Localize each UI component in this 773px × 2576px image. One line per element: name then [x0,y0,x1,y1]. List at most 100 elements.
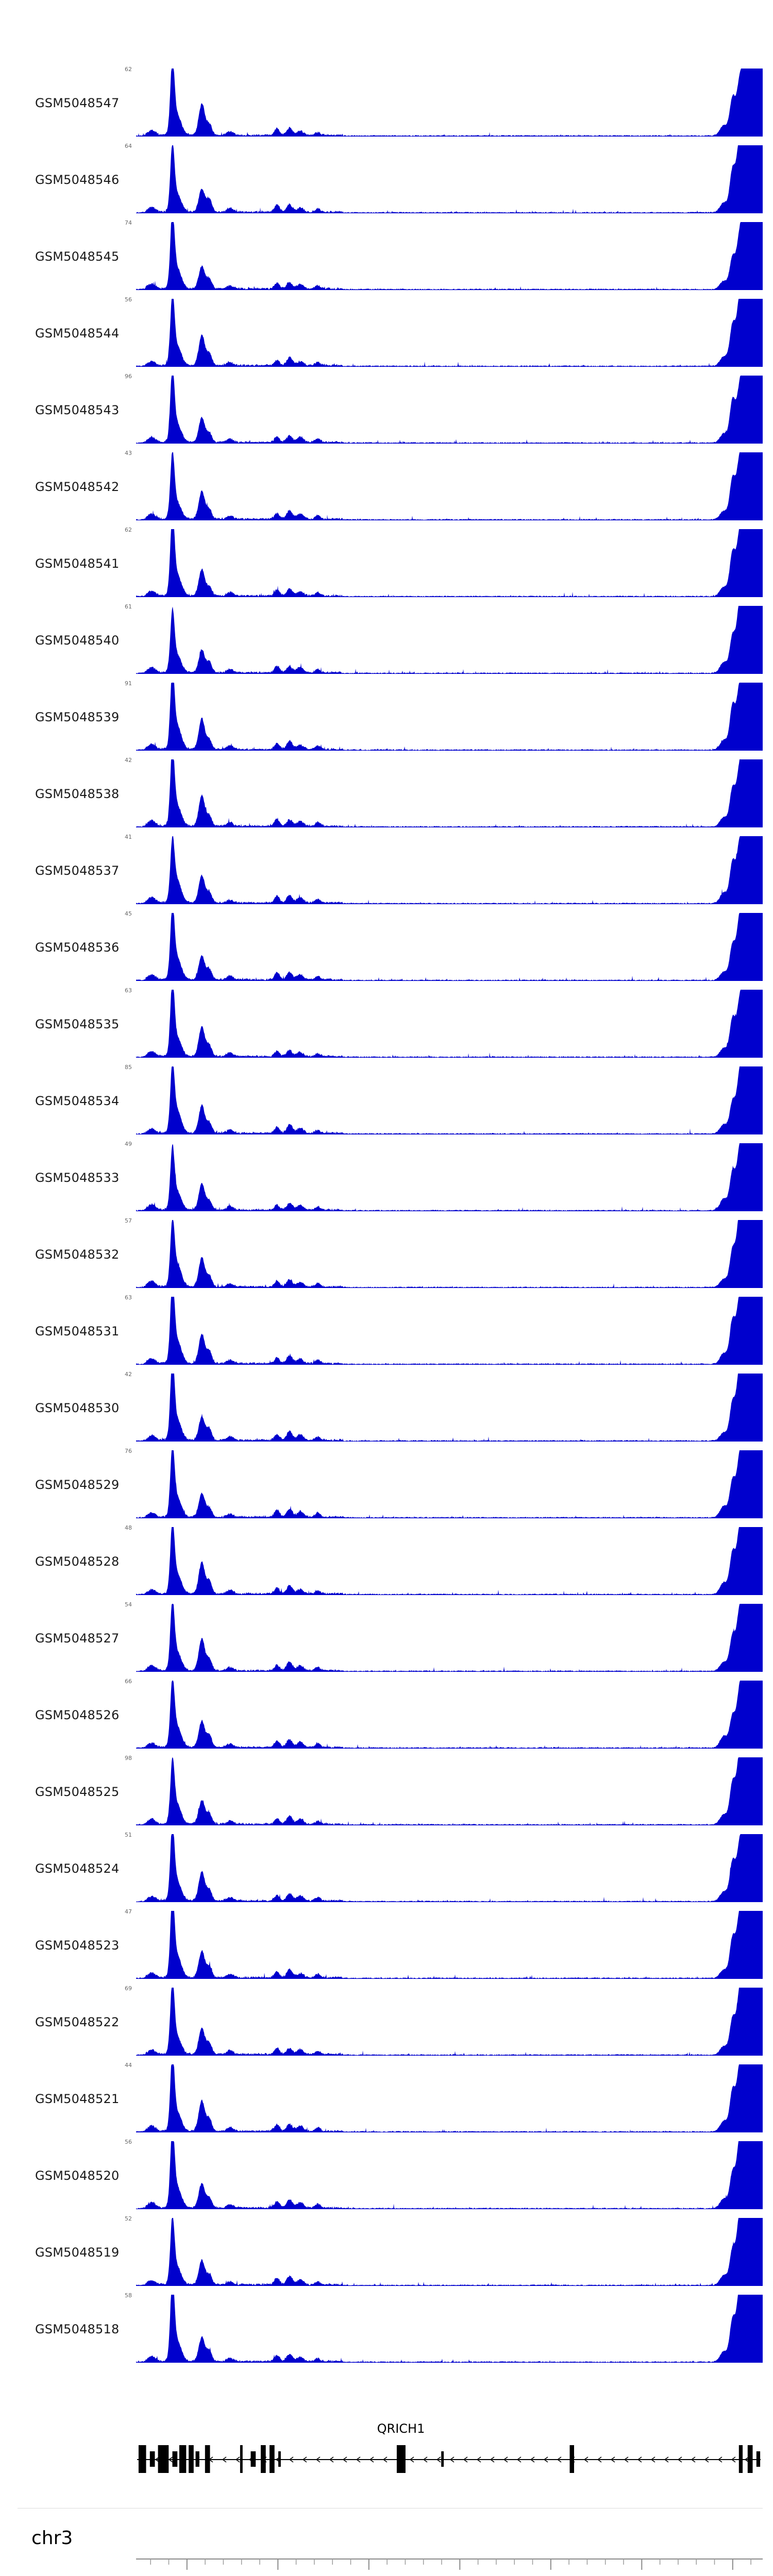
signal-area [136,836,763,904]
strand-arrow [436,2456,441,2463]
signal-area [136,1911,763,1979]
signal-area [136,222,763,290]
track-label: GSM5048533 [35,1170,120,1185]
strand-arrow [476,2456,481,2463]
signal-area [136,913,763,981]
track-label: GSM5048528 [35,1554,120,1569]
signal-plot [136,2295,763,2363]
signal-area [136,683,763,751]
track-label: GSM5048524 [35,1861,120,1876]
strand-arrow [222,2456,227,2463]
strand-arrow [329,2456,334,2463]
signal-plot [136,1450,763,1518]
signal-track-row: GSM5048522 69 [0,1984,773,2060]
track-ymax-label: 56 [125,2139,132,2145]
track-ymax-label: 63 [125,987,132,994]
exon [149,2451,155,2467]
signal-track-row: GSM5048523 47 [0,1907,773,1984]
track-label: GSM5048527 [35,1631,120,1646]
track-ymax-label: 62 [125,527,132,533]
signal-track-row: GSM5048545 74 [0,218,773,295]
track-label: GSM5048541 [35,556,120,571]
exon [569,2445,574,2473]
signal-track-row: GSM5048541 62 [0,525,773,602]
strand-arrow [423,2456,428,2463]
exon [240,2445,243,2473]
strand-arrow [557,2456,562,2463]
gene-name-label: QRICH1 [377,2421,425,2436]
strand-arrow [302,2456,307,2463]
track-ymax-label: 56 [125,296,132,303]
exon [138,2445,146,2473]
signal-area [136,452,763,520]
track-ymax-label: 47 [125,1908,132,1915]
signal-area [136,1297,763,1365]
track-ymax-label: 44 [125,2062,132,2069]
exon [179,2445,187,2473]
strand-arrow [530,2456,535,2463]
track-ymax-label: 85 [125,1064,132,1071]
signal-plot [136,1911,763,1979]
track-label: GSM5048522 [35,2014,120,2029]
signal-area [136,2141,763,2209]
signal-plot [136,1604,763,1672]
signal-area [136,2218,763,2286]
exon [261,2445,266,2473]
track-ymax-label: 49 [125,1141,132,1147]
strand-arrow [516,2456,522,2463]
track-ymax-label: 66 [125,1678,132,1685]
strand-arrow [637,2456,642,2463]
signal-area [136,1681,763,1749]
signal-plot [136,1834,763,1902]
track-label: GSM5048521 [35,2091,120,2106]
signal-area [136,1450,763,1518]
signal-track-row: GSM5048544 56 [0,295,773,371]
track-ymax-label: 42 [125,757,132,764]
signal-track-row: GSM5048540 61 [0,602,773,679]
signal-area [136,529,763,597]
track-label: GSM5048537 [35,863,120,878]
track-label: GSM5048532 [35,1247,120,1262]
signal-plot [136,2141,763,2209]
signal-area [136,376,763,444]
track-label: GSM5048538 [35,786,120,801]
signal-plot [136,1988,763,2056]
signal-track-row: GSM5048533 49 [0,1139,773,1216]
signal-area [136,145,763,213]
signal-track-row: GSM5048518 58 [0,2291,773,2367]
signal-track-row: GSM5048539 91 [0,679,773,755]
minor-ticks [150,2559,751,2565]
track-ymax-label: 64 [125,143,132,149]
exons [138,2445,761,2473]
signal-track-row: GSM5048528 48 [0,1523,773,1600]
signal-track-row: GSM5048532 57 [0,1216,773,1293]
signal-track-row: GSM5048521 44 [0,2060,773,2137]
track-ymax-label: 61 [125,603,132,610]
exon [756,2451,761,2467]
strand-arrow [369,2456,374,2463]
signal-area [136,1220,763,1288]
signal-plot [136,2218,763,2286]
signal-area [136,2295,763,2363]
exon [396,2445,406,2473]
exon [172,2451,178,2467]
track-label: GSM5048519 [35,2245,120,2260]
strand-arrow [543,2456,548,2463]
signal-plot [136,1066,763,1134]
gene-model-track [137,2445,761,2473]
signal-area [136,1757,763,1825]
signal-track-row: GSM5048546 64 [0,141,773,218]
signal-plot [136,299,763,367]
signal-plot [136,759,763,827]
signal-track-row: GSM5048547 62 [0,64,773,141]
signal-area [136,1527,763,1595]
track-label: GSM5048534 [35,1093,120,1108]
track-label: GSM5048543 [35,402,120,417]
track-ymax-label: 69 [125,1985,132,1992]
track-ymax-label: 57 [125,1217,132,1224]
signal-plot [136,1757,763,1825]
strand-arrow [583,2456,589,2463]
signal-track-row: GSM5048526 66 [0,1676,773,1753]
signal-area [136,299,763,367]
track-label: GSM5048526 [35,1707,120,1722]
